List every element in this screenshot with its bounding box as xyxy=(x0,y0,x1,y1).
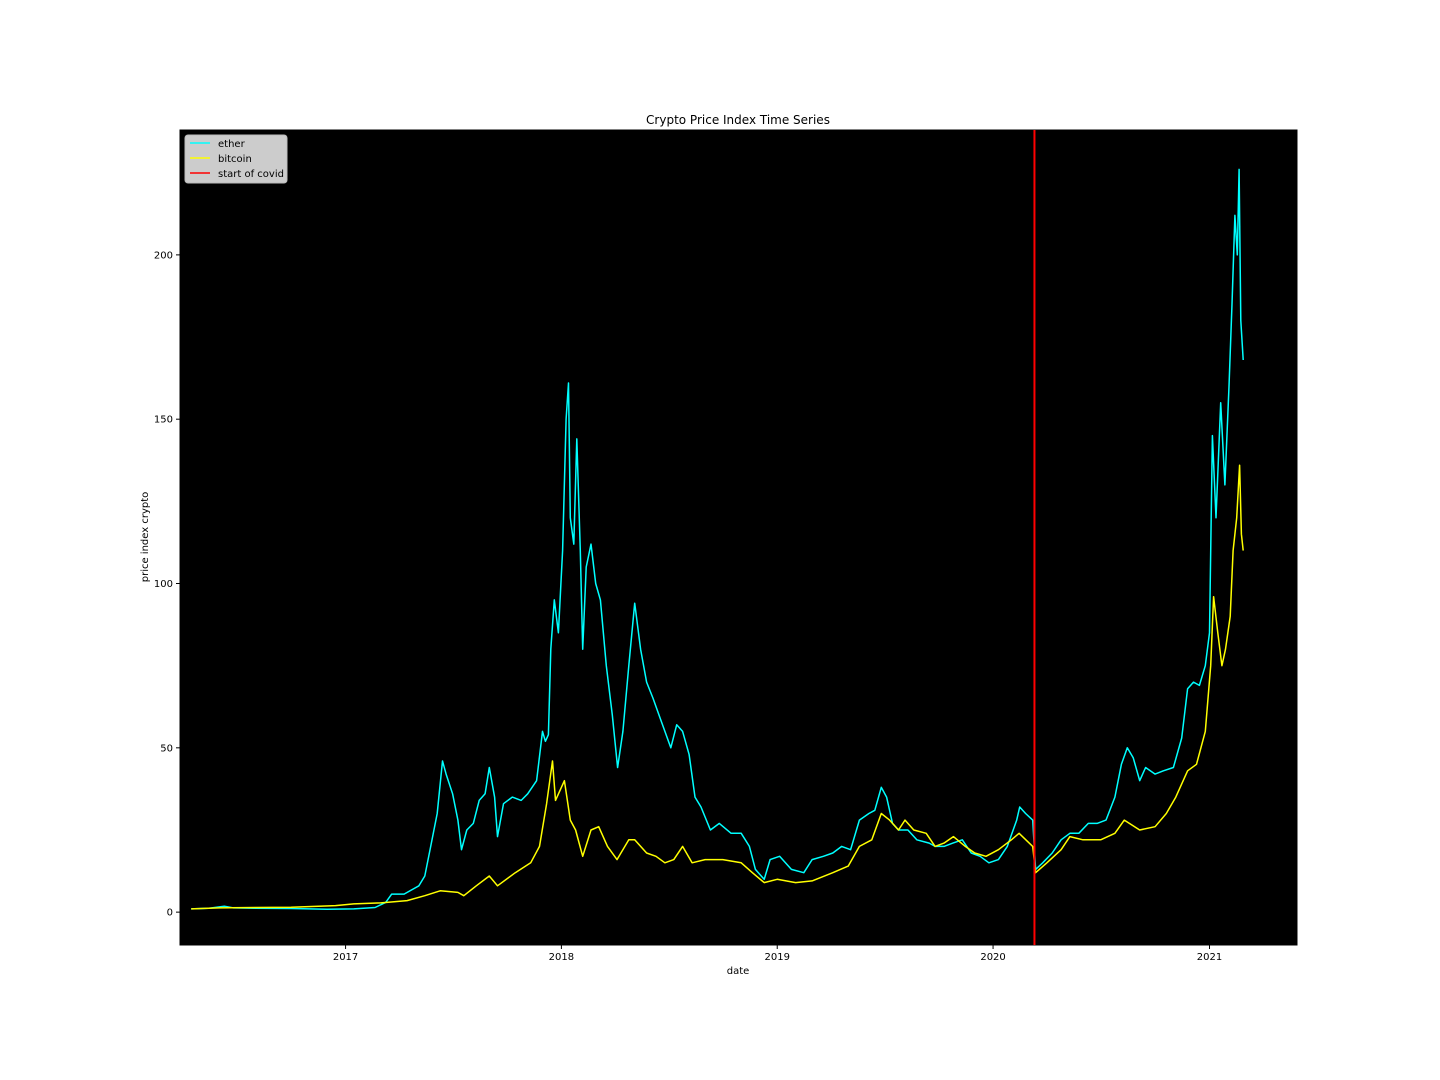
y-tick-label: 100 xyxy=(154,579,173,590)
x-tick-label: 2018 xyxy=(549,952,574,963)
x-axis-ticks: 2017 2018 2019 2020 2021 xyxy=(333,945,1222,963)
legend-label-bitcoin: bitcoin xyxy=(218,154,252,165)
x-tick-label: 2017 xyxy=(333,952,358,963)
chart-title: Crypto Price Index Time Series xyxy=(646,113,830,127)
x-tick-label: 2021 xyxy=(1197,952,1222,963)
x-tick-label: 2020 xyxy=(980,952,1005,963)
series-layer xyxy=(191,168,1244,910)
legend-label-covid: start of covid xyxy=(218,169,284,180)
y-tick-label: 200 xyxy=(154,250,173,261)
y-tick-label: 50 xyxy=(160,743,173,754)
x-axis-label: date xyxy=(727,966,750,977)
y-tick-label: 150 xyxy=(154,415,173,426)
legend-box xyxy=(184,134,288,184)
y-axis-ticks: 0 50 100 150 200 xyxy=(154,250,180,919)
x-tick-label: 2019 xyxy=(765,952,790,963)
legend-label-ether: ether xyxy=(218,139,246,150)
legend: ether bitcoin start of covid xyxy=(184,134,288,184)
series-line-bitcoin xyxy=(191,464,1244,910)
y-tick-label: 0 xyxy=(167,908,173,919)
y-axis-label: price index crypto xyxy=(140,492,151,583)
series-line-ether xyxy=(191,168,1244,910)
